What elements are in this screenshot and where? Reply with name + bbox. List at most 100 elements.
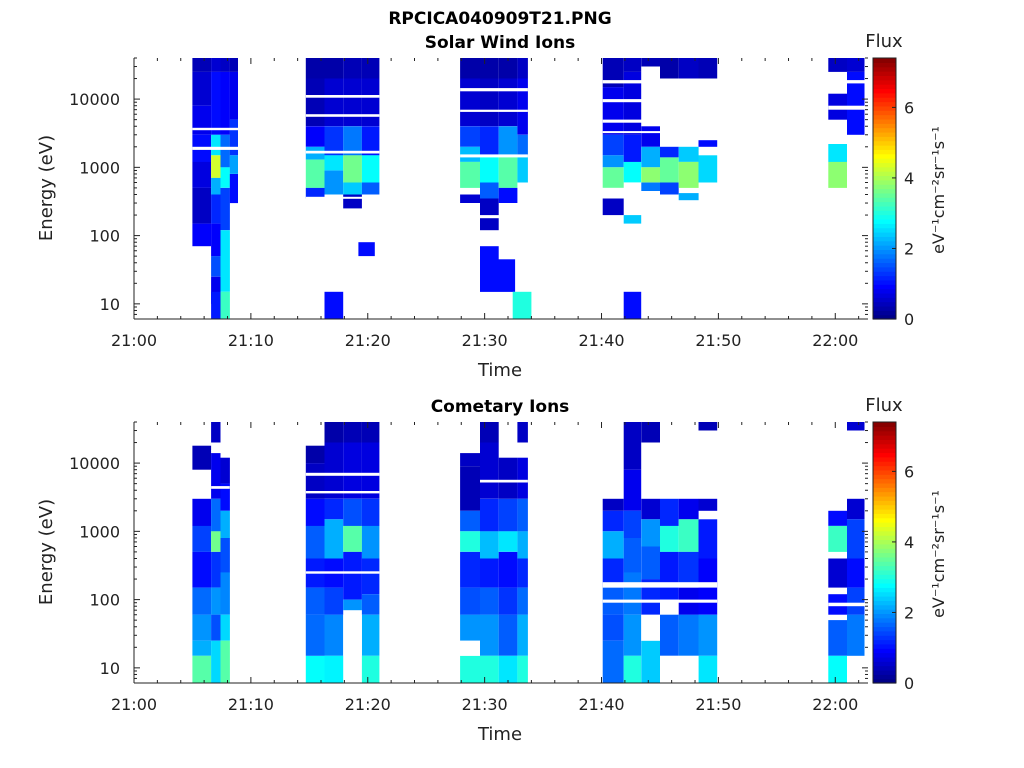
flux-cell [211, 58, 221, 72]
panel-1-xlabel: Time [477, 360, 522, 381]
flux-cell [498, 78, 518, 127]
flux-cell [498, 655, 518, 683]
flux-cell [517, 531, 528, 559]
x-tick-label: 21:20 [345, 331, 391, 350]
colorbar-segment [873, 192, 896, 198]
colorbar-segment [873, 522, 896, 527]
flux-cell [220, 134, 230, 168]
flux-cell [480, 442, 499, 499]
colorbar-segment [873, 162, 896, 168]
flux-cell [480, 531, 499, 559]
colorbar-segment [873, 517, 896, 523]
flux-cell [324, 126, 344, 156]
flux-cell [229, 174, 238, 204]
colorbar-segment [873, 639, 896, 645]
flux-cell [602, 510, 624, 532]
flux-cell [361, 594, 380, 615]
colorbar-segment [873, 596, 896, 601]
flux-cell [324, 587, 344, 615]
flux-cell [305, 159, 325, 188]
flux-cell [641, 640, 660, 683]
flux-cell [623, 510, 642, 538]
colorbar-segment [873, 201, 896, 207]
colorbar-segment [873, 439, 896, 445]
colorbar-segment [873, 205, 896, 211]
flux-cell [660, 614, 679, 656]
data-gap [305, 114, 380, 117]
panel-2-ylabel: Energy (eV) [36, 499, 57, 605]
flux-cell [517, 655, 528, 683]
flux-cell [517, 558, 528, 588]
flux-cell [211, 551, 221, 588]
flux-cell [343, 58, 362, 79]
flux-cell [324, 655, 344, 683]
panel-2-colorbar-units: eV⁻¹cm⁻²sr⁻¹s⁻¹ [929, 490, 948, 618]
colorbar-segment [873, 232, 896, 237]
colorbar-segment [873, 110, 896, 116]
flux-cell [498, 187, 518, 203]
flux-cell [623, 291, 642, 319]
data-gap [602, 99, 718, 103]
data-gap [480, 479, 528, 483]
data-gap [305, 150, 380, 154]
flux-cell [641, 519, 660, 547]
flux-cell [828, 655, 847, 683]
colorbar-segment [873, 543, 896, 549]
colorbar-segment [873, 88, 896, 94]
flux-cell [192, 161, 212, 188]
colorbar-segment [873, 535, 896, 541]
flux-cell [517, 587, 528, 615]
flux-cell [305, 614, 325, 656]
flux-cell [211, 223, 221, 257]
data-gap [602, 599, 718, 603]
flux-cell [361, 58, 380, 79]
flux-cell [343, 78, 362, 127]
colorbar-segment [873, 253, 896, 259]
colorbar-segment [873, 674, 896, 680]
flux-cell [460, 614, 480, 641]
flux-cell [211, 451, 221, 499]
colorbar-segment [873, 539, 896, 545]
y-tick-label: 10 [100, 659, 120, 678]
y-tick-label: 10000 [69, 454, 120, 473]
colorbar-segment [873, 461, 896, 467]
panel-2-xlabel: Time [477, 724, 522, 745]
flux-cell [698, 614, 718, 656]
flux-cell [324, 614, 344, 656]
flux-cell [641, 579, 660, 615]
flux-cell [660, 182, 679, 195]
flux-cell [305, 445, 325, 464]
flux-cell [602, 640, 624, 683]
flux-cell [498, 457, 518, 499]
flux-cell [641, 422, 660, 443]
data-gap [602, 131, 718, 134]
flux-cell [623, 161, 642, 183]
flux-cell [324, 170, 344, 195]
colorbar-segment [873, 465, 896, 471]
flux-cell [192, 587, 212, 615]
colorbar-segment [873, 600, 896, 606]
y-tick-label: 100 [89, 227, 120, 246]
flux-cell [828, 525, 847, 552]
colorbar-segment [873, 179, 896, 185]
colorbar-segment [873, 92, 896, 98]
colorbar-segment [873, 552, 896, 558]
flux-cell [498, 58, 518, 79]
y-tick-label: 10 [100, 295, 120, 314]
flux-cell [192, 445, 212, 470]
x-tick-label: 22:00 [812, 331, 858, 350]
flux-cell [192, 614, 212, 641]
colorbar-segment [873, 430, 896, 436]
colorbar-segment [873, 275, 896, 281]
panel-1-plot: 21:00 21:10 21:20 21:30 21:40 21:50 22:00 10 100… [69, 57, 868, 350]
flux-cell [324, 442, 344, 499]
flux-cell [361, 126, 380, 156]
flux-cell [460, 58, 480, 79]
flux-cell [498, 531, 518, 552]
data-gap [660, 655, 679, 683]
colorbar-segment [873, 604, 896, 610]
colorbar-segment [873, 301, 896, 307]
flux-cell [678, 146, 699, 162]
panel-1-colorbar-units: eV⁻¹cm⁻²sr⁻¹s⁻¹ [929, 126, 948, 254]
x-tick-label: 21:50 [695, 695, 741, 714]
